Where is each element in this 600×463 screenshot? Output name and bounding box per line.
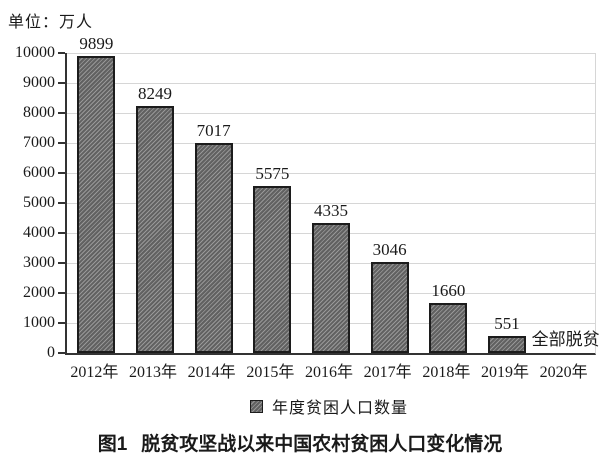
y-tick-6000 <box>58 172 65 174</box>
bar-2012年 <box>77 56 116 353</box>
bar-2015年 <box>253 185 292 353</box>
bar-value-label-2018年: 1660 <box>431 281 466 301</box>
legend-hatched-square-icon <box>249 399 263 413</box>
legend: 年度贫困人口数量 <box>65 394 593 418</box>
y-axis-label-9000: 9000 <box>23 74 55 91</box>
figure-caption-text: 脱贫攻坚战以来中国农村贫困人口变化情况 <box>141 434 503 455</box>
gridline-6000 <box>67 173 595 174</box>
y-axis-label-1000: 1000 <box>23 314 55 331</box>
y-tick-10000 <box>58 52 65 54</box>
figure-caption: 图1 脱贫攻坚战以来中国农村贫困人口变化情况 <box>0 429 600 456</box>
x-axis-label-2015年: 2015年 <box>246 364 295 381</box>
bar-2013年 <box>136 105 174 353</box>
y-axis-label-7000: 7000 <box>23 134 55 151</box>
y-axis-label-10000: 10000 <box>15 44 55 61</box>
gridline-10000 <box>67 53 595 54</box>
x-axis-label-2014年: 2014年 <box>187 364 236 381</box>
y-tick-2000 <box>58 292 65 294</box>
y-axis-label-4000: 4000 <box>23 224 55 241</box>
unit-label: 单位：万人 <box>8 14 94 31</box>
figure-number: 图1 <box>97 434 128 455</box>
gridline-5000 <box>67 203 595 204</box>
bar-2019年 <box>488 336 526 353</box>
plot-area: 0 1000 2000 3000 4000 5000 6000 7000 8000 9000 100… <box>15 35 600 360</box>
x-axis-label-2013年: 2013年 <box>128 364 178 381</box>
y-axis-label-0: 0 <box>47 344 55 361</box>
y-axis-label-6000: 6000 <box>23 164 55 181</box>
bar-value-label-2014年: 7017 <box>196 120 231 140</box>
y-tick-8000 <box>58 112 65 114</box>
bar-value-label-2016年: 4335 <box>314 200 348 220</box>
bar-value-label-2019年: 551 <box>494 314 520 334</box>
x-axis-label-2012年: 2012年 <box>70 364 119 381</box>
x-axis-label-2020年: 2020年 <box>539 364 588 381</box>
gridline-7000 <box>67 143 595 144</box>
bar-value-label-2013年: 8249 <box>138 83 172 103</box>
y-tick-1000 <box>58 322 65 324</box>
bar-value-label-2012年: 9899 <box>79 34 114 54</box>
bar-value-label-2017年: 3046 <box>372 239 407 259</box>
y-tick-7000 <box>58 142 65 144</box>
y-axis-label-3000: 3000 <box>23 254 55 271</box>
bar-2016年 <box>312 222 350 353</box>
y-axis-label-5000: 5000 <box>23 194 55 211</box>
y-tick-5000 <box>58 202 65 204</box>
y-tick-0 <box>58 352 65 354</box>
bar-2018年 <box>429 303 468 353</box>
annotation-all-lifted-from-poverty: 全部脱贫 <box>531 330 600 349</box>
x-axis-label-2016年: 2016年 <box>304 364 354 381</box>
legend-label: 年度贫困人口数量 <box>271 400 408 417</box>
x-axis-label-2019年: 2019年 <box>480 364 530 381</box>
gridline-8000 <box>67 113 595 114</box>
y-tick-9000 <box>58 82 65 84</box>
y-tick-3000 <box>58 262 65 264</box>
x-axis-label-2017年: 2017年 <box>363 364 412 381</box>
x-axis-label-2018年: 2018年 <box>422 364 471 381</box>
y-axis-label-8000: 8000 <box>23 104 55 121</box>
bar-value-label-2015年: 5575 <box>255 163 290 183</box>
y-tick-4000 <box>58 232 65 234</box>
gridline-9000 <box>67 83 595 84</box>
bar-2014年 <box>194 142 233 353</box>
y-axis-label-2000: 2000 <box>23 284 55 301</box>
bar-2017年 <box>370 261 409 353</box>
